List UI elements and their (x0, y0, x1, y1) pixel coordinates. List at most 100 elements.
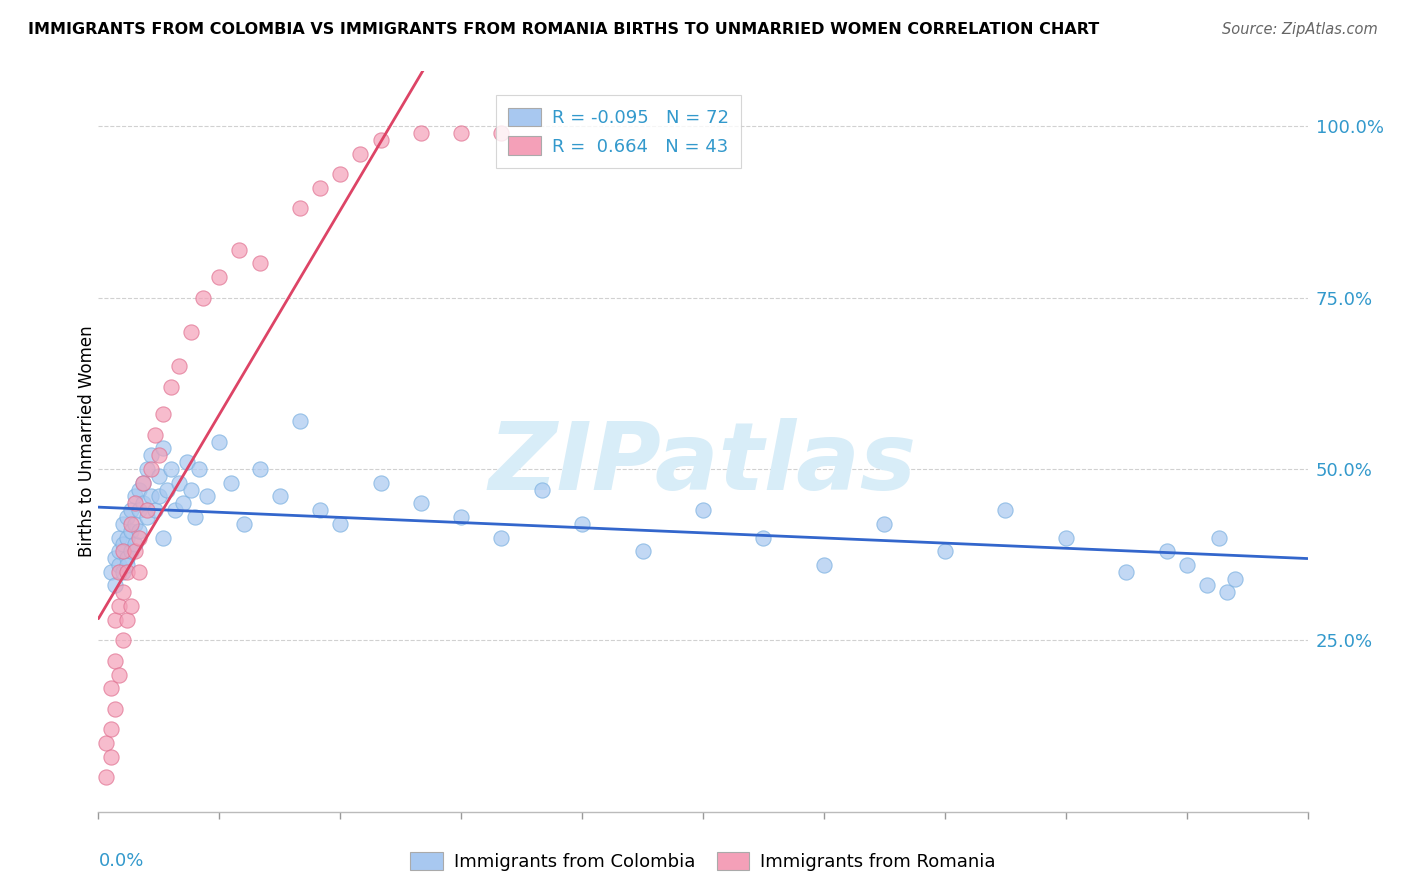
Point (148, 489, 170, 503)
Point (111, 585, 134, 599)
Point (409, 496, 432, 510)
Point (530, 483, 553, 497)
Point (103, 551, 125, 566)
Point (139, 462, 162, 476)
Point (128, 565, 150, 579)
Point (180, 325, 202, 339)
Point (132, 475, 155, 490)
Point (167, 475, 190, 490)
Point (1156, 544, 1178, 558)
Point (195, 489, 218, 503)
Point (167, 359, 190, 373)
Point (269, 489, 291, 503)
Point (994, 503, 1017, 517)
Point (1115, 565, 1137, 579)
Point (1195, 578, 1218, 592)
Point (107, 531, 129, 545)
Point (139, 448, 162, 462)
Point (120, 516, 142, 531)
Point (128, 524, 150, 538)
Point (152, 531, 174, 545)
Point (124, 544, 146, 558)
Point (96, 736, 118, 750)
Point (128, 531, 150, 545)
Point (309, 181, 332, 195)
Point (111, 633, 134, 648)
Point (450, 126, 472, 140)
Point (249, 462, 271, 476)
Point (115, 510, 138, 524)
Point (135, 510, 157, 524)
Point (132, 496, 155, 510)
Point (107, 599, 129, 613)
Point (124, 516, 146, 531)
Point (329, 167, 352, 181)
Point (232, 516, 254, 531)
Text: Source: ZipAtlas.com: Source: ZipAtlas.com (1222, 22, 1378, 37)
Point (152, 407, 174, 421)
Point (208, 434, 231, 449)
Point (115, 551, 138, 566)
Point (934, 544, 956, 558)
Point (370, 475, 392, 490)
Point (111, 516, 134, 531)
Point (163, 503, 186, 517)
Point (107, 544, 129, 558)
Point (120, 599, 142, 613)
Point (176, 455, 198, 469)
Point (1208, 531, 1230, 545)
Point (100, 750, 122, 764)
Point (124, 496, 146, 510)
Text: 0.0%: 0.0% (98, 853, 143, 871)
Point (128, 483, 150, 497)
Point (370, 133, 392, 147)
Point (1175, 558, 1198, 572)
Point (193, 291, 215, 305)
Point (115, 558, 138, 572)
Point (752, 531, 775, 545)
Point (111, 544, 134, 558)
Point (111, 565, 134, 579)
Point (249, 256, 271, 270)
Point (107, 558, 129, 572)
Point (156, 483, 179, 497)
Point (160, 462, 183, 476)
Point (172, 496, 194, 510)
Point (692, 503, 714, 517)
Point (221, 475, 243, 490)
Point (409, 126, 432, 140)
Point (96, 771, 118, 785)
Point (100, 723, 122, 737)
Point (329, 516, 352, 531)
Point (135, 503, 157, 517)
Point (103, 702, 125, 716)
Point (813, 558, 835, 572)
Point (120, 544, 142, 558)
Point (288, 202, 311, 216)
Point (135, 462, 157, 476)
Point (103, 613, 125, 627)
Text: IMMIGRANTS FROM COLOMBIA VS IMMIGRANTS FROM ROMANIA BIRTHS TO UNMARRIED WOMEN CO: IMMIGRANTS FROM COLOMBIA VS IMMIGRANTS F… (28, 22, 1099, 37)
Point (100, 565, 122, 579)
Point (571, 516, 593, 531)
Point (124, 537, 146, 551)
Point (228, 243, 250, 257)
Y-axis label: Births to Unmarried Women: Births to Unmarried Women (79, 326, 96, 558)
Point (1223, 572, 1246, 586)
Text: ZIPatlas: ZIPatlas (489, 417, 917, 509)
Point (115, 531, 138, 545)
Point (115, 565, 138, 579)
Point (631, 544, 654, 558)
Point (160, 380, 183, 394)
Point (148, 448, 170, 462)
Point (349, 146, 371, 161)
Point (139, 489, 162, 503)
Point (148, 468, 170, 483)
Point (491, 126, 513, 140)
Point (100, 681, 122, 696)
Point (103, 578, 125, 592)
Point (143, 503, 166, 517)
Point (208, 270, 231, 285)
Point (184, 510, 207, 524)
Point (120, 503, 142, 517)
